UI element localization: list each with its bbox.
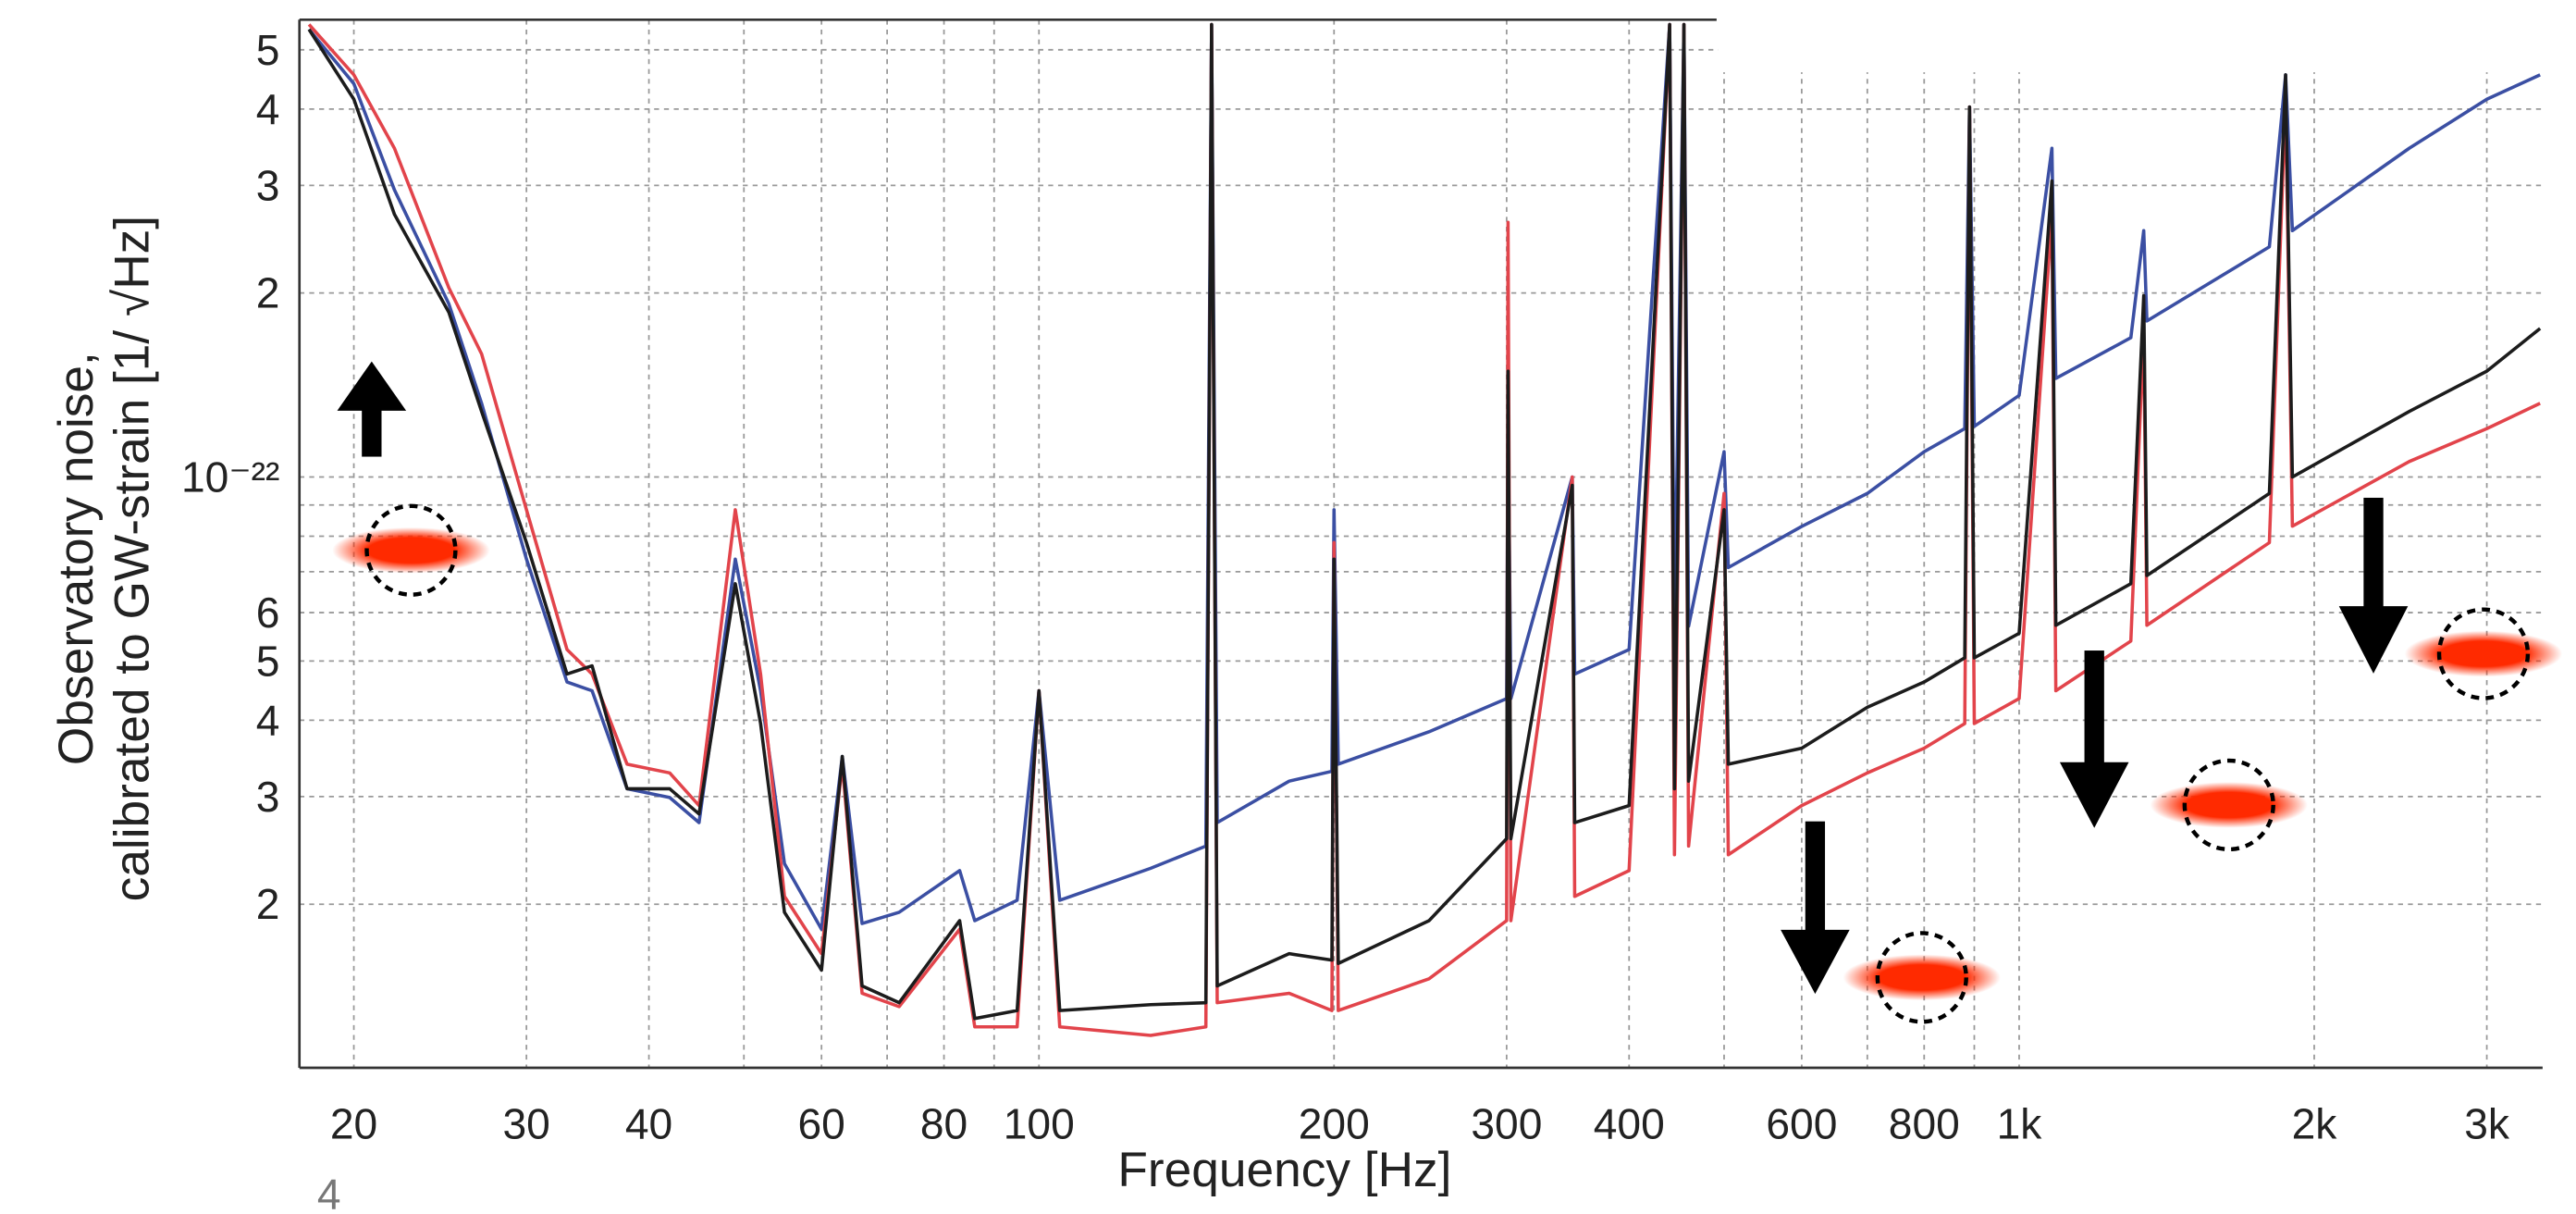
dashed-circle (1875, 931, 1968, 1024)
down-arrow (2059, 650, 2129, 828)
source-blob (332, 526, 490, 574)
tick-labels: 20 30 40 60 80 100 200 300 400 600 800 1k 2k 3k234561… (181, 26, 2510, 1148)
source-blob (2150, 782, 2309, 828)
down-arrow (2338, 497, 2409, 674)
x-tick-label: 40 (625, 1099, 672, 1147)
y-tick-label: 5 (256, 637, 280, 685)
x-tick-label: 100 (1004, 1099, 1075, 1147)
x-tick-label: 20 (330, 1099, 377, 1147)
x-tick-label: 2k (2292, 1099, 2338, 1147)
x-tick-label: 800 (1889, 1099, 1960, 1147)
x-tick-label: 200 (1299, 1099, 1370, 1147)
x-tick-label: 30 (502, 1099, 549, 1147)
x-tick-label: 80 (920, 1099, 968, 1147)
y-tick-label: 2 (256, 880, 280, 928)
x-tick-label: 300 (1471, 1099, 1542, 1147)
y-tick-label: 3 (256, 161, 280, 209)
x-tick-label: 600 (1766, 1099, 1837, 1147)
crop-patch (1718, 0, 2576, 73)
source-blob (1843, 954, 2002, 1001)
x-tick-label: 60 (798, 1099, 845, 1147)
grid (299, 19, 2543, 1068)
lines (307, 22, 2542, 1037)
y-tick-label: 4 (256, 85, 280, 133)
dashed-circle (2436, 607, 2531, 700)
y-tick-label: 10⁻²² (181, 452, 279, 501)
x-tick-label: 3k (2464, 1099, 2510, 1147)
x-tick-label: 400 (1594, 1099, 1665, 1147)
slide-number: 4 (317, 1171, 341, 1214)
y-tick-label: 3 (256, 773, 280, 821)
x-tick-label: 1k (1997, 1099, 2043, 1147)
down-arrow (1781, 821, 1850, 995)
source-blob (2404, 630, 2563, 677)
x-axis-title: Frequency [Hz] (1117, 1143, 1451, 1197)
series-line (307, 22, 2541, 1037)
y-tick-label: 4 (256, 696, 280, 744)
frame (298, 18, 2543, 1070)
y-tick-label: 6 (256, 588, 280, 637)
y-axis-title: Observatory noise, (49, 352, 104, 765)
series-line (307, 22, 2542, 1021)
annotations (332, 361, 2563, 1024)
up-arrow (337, 361, 407, 457)
y-tick-label: 2 (256, 269, 280, 317)
y-tick-label: 5 (256, 26, 280, 74)
y-axis-title: calibrated to GW-strain [1/ √Hz] (105, 216, 159, 901)
